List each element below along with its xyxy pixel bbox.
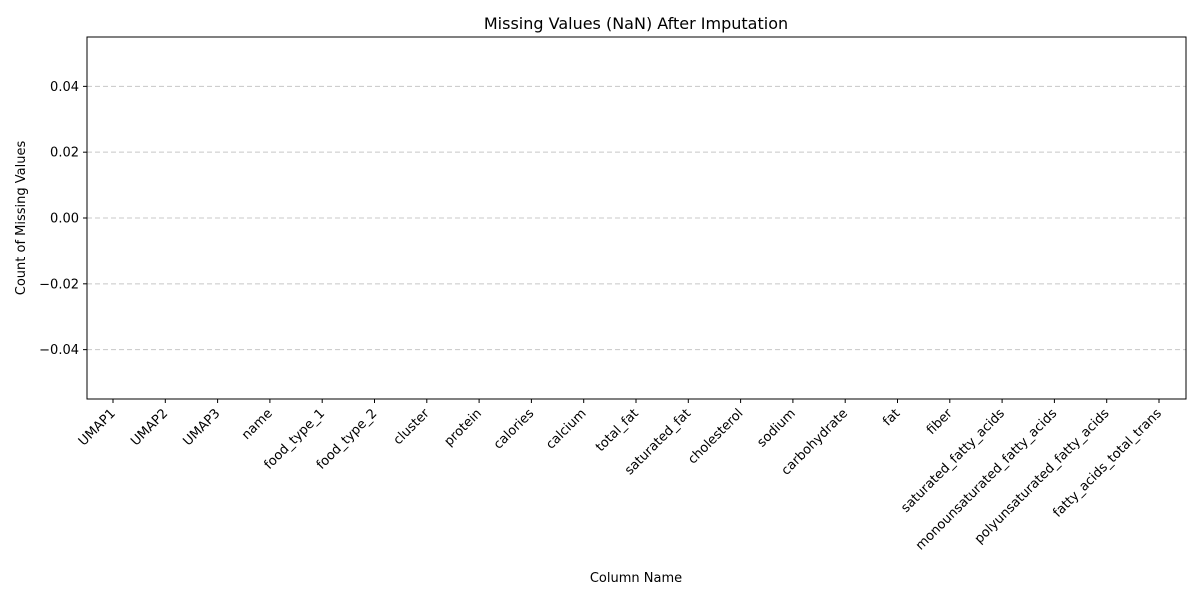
x-axis-label: Column Name [590, 571, 682, 586]
x-tick-label: UMAP2 [128, 406, 171, 449]
x-tick-label: fiber [924, 406, 956, 438]
x-tick-label: calcium [543, 406, 589, 452]
x-axis: UMAP1 UMAP2 UMAP3 namefood_type_1food_type_… [76, 399, 1165, 553]
y-tick-label: −0.02 [39, 277, 79, 292]
x-tick-label: cluster [391, 406, 433, 448]
y-axis-label: Count of Missing Values [14, 141, 29, 296]
x-tick-label: UMAP1 [76, 406, 119, 449]
grid-layer [87, 85, 1186, 351]
x-tick-label: UMAP3 [180, 406, 223, 449]
x-tick-label: total_fat [593, 406, 642, 455]
x-tick-label: fat [880, 406, 903, 429]
x-tick-label: fatty_acids_total_trans [1050, 406, 1165, 521]
y-axis: 0.04 0.02 0.00 −0.02 −0.04 [39, 80, 87, 358]
y-tick-label: 0.02 [50, 146, 79, 161]
x-tick-label: name [239, 406, 276, 443]
x-tick-label: calories [491, 406, 537, 452]
x-tick-label: protein [442, 406, 485, 449]
x-tick-label: saturated_fatty_acids [898, 406, 1008, 516]
y-tick-label: −0.04 [39, 343, 79, 358]
x-tick-label: cholesterol [685, 406, 746, 467]
y-tick-label: 0.04 [50, 80, 79, 95]
y-tick-label: 0.00 [50, 212, 79, 227]
x-tick-label: sodium [755, 406, 799, 450]
chart-title: Missing Values (NaN) After Imputation [484, 14, 788, 33]
